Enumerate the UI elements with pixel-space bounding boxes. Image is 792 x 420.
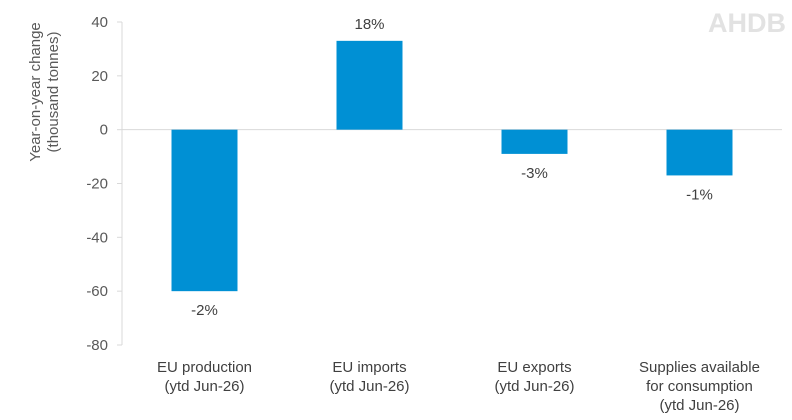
data-label: -1% <box>686 186 713 203</box>
data-label: -3% <box>521 165 548 182</box>
y-axis-label: Year-on-year change(thousand tonnes) <box>27 22 62 162</box>
ahdb-logo: AHDB <box>708 8 786 38</box>
data-label: -2% <box>191 302 218 319</box>
y-tick-label: 0 <box>100 122 108 139</box>
y-tick-label: -60 <box>86 283 108 300</box>
category-label: Supplies available for consumption (ytd Ju… <box>639 359 760 414</box>
y-tick-label: -40 <box>86 229 108 246</box>
category-label-line: (ytd Jun-26) <box>494 378 574 395</box>
category-label: EU exports (ytd Jun-26) <box>494 359 574 395</box>
category-label-line: (ytd Jun-26) <box>659 397 739 414</box>
data-labels: -2% 18% -3% -1% <box>191 16 713 319</box>
y-tick-label: -20 <box>86 176 108 193</box>
category-label: EU production (ytd Jun-26) <box>157 359 252 395</box>
bars <box>171 40 733 292</box>
logo-text: AHDB <box>708 8 786 38</box>
data-label: 18% <box>354 16 384 33</box>
y-tick-label: 20 <box>91 68 108 85</box>
category-label-line: EU production <box>157 359 252 376</box>
y-axis-title-line: Year-on-year change <box>27 22 44 162</box>
bar <box>171 129 238 292</box>
y-tick-label: 40 <box>91 14 108 31</box>
y-axis-ticks: 40 20 0 -20 -40 -60 -80 <box>86 14 122 354</box>
category-label-line: (ytd Jun-26) <box>164 378 244 395</box>
y-tick-label: -80 <box>86 337 108 354</box>
bar <box>501 129 568 154</box>
category-label-line: EU imports <box>332 359 406 376</box>
category-label-line: for consumption <box>646 378 753 395</box>
bar <box>336 40 403 130</box>
category-label-line: Supplies available <box>639 359 760 376</box>
y-axis-title-line: (thousand tonnes) <box>45 32 62 153</box>
category-label-line: (ytd Jun-26) <box>329 378 409 395</box>
y-axis-title: Year-on-year change(thousand tonnes) <box>27 22 62 162</box>
bar <box>666 129 733 176</box>
category-labels: EU production (ytd Jun-26) EU imports (ytd … <box>157 359 760 414</box>
category-label-line: EU exports <box>497 359 571 376</box>
category-label: EU imports (ytd Jun-26) <box>329 359 409 395</box>
